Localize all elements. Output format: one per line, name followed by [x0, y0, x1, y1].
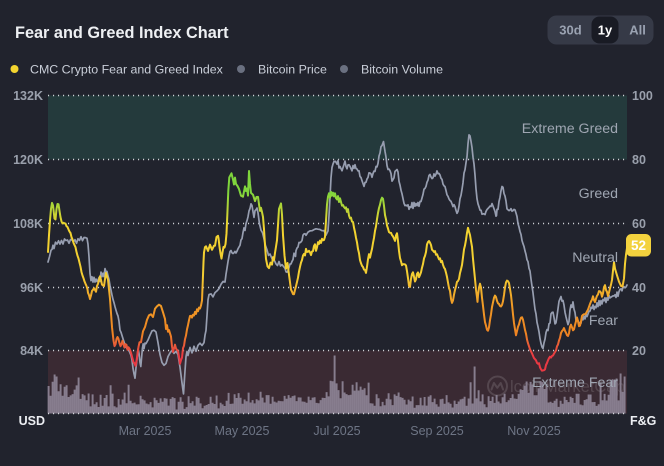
svg-text:Jul 2025: Jul 2025	[313, 424, 360, 438]
svg-text:Greed: Greed	[579, 186, 618, 202]
svg-text:Extreme Greed: Extreme Greed	[522, 121, 618, 137]
svg-text:40: 40	[632, 281, 646, 295]
svg-text:Nov 2025: Nov 2025	[507, 424, 561, 438]
svg-text:30d: 30d	[559, 23, 581, 38]
svg-text:Fear and Greed Index Chart: Fear and Greed Index Chart	[15, 24, 229, 42]
svg-text:84K: 84K	[20, 344, 43, 358]
svg-text:20: 20	[632, 344, 646, 358]
svg-text:Sep 2025: Sep 2025	[410, 424, 464, 438]
svg-text:Extreme Fear: Extreme Fear	[532, 375, 618, 391]
svg-text:Neutral: Neutral	[572, 250, 618, 266]
svg-text:96K: 96K	[20, 281, 43, 295]
svg-text:1y: 1y	[598, 23, 613, 38]
svg-text:All: All	[629, 23, 646, 38]
svg-text:132K: 132K	[13, 89, 43, 103]
svg-text:CMC Crypto Fear and Greed Inde: CMC Crypto Fear and Greed Index	[30, 63, 224, 77]
svg-text:120K: 120K	[13, 153, 43, 167]
svg-text:Bitcoin Volume: Bitcoin Volume	[361, 63, 443, 77]
svg-text:Mar 2025: Mar 2025	[119, 424, 172, 438]
svg-text:108K: 108K	[13, 217, 43, 231]
svg-text:USD: USD	[19, 414, 45, 428]
svg-text:60: 60	[632, 217, 646, 231]
svg-text:52: 52	[631, 238, 646, 253]
svg-text:100: 100	[632, 89, 653, 103]
svg-text:Fear: Fear	[589, 313, 618, 329]
svg-text:F&G: F&G	[630, 414, 656, 428]
svg-text:May 2025: May 2025	[215, 424, 270, 438]
svg-text:Bitcoin Price: Bitcoin Price	[258, 63, 327, 77]
svg-text:80: 80	[632, 153, 646, 167]
